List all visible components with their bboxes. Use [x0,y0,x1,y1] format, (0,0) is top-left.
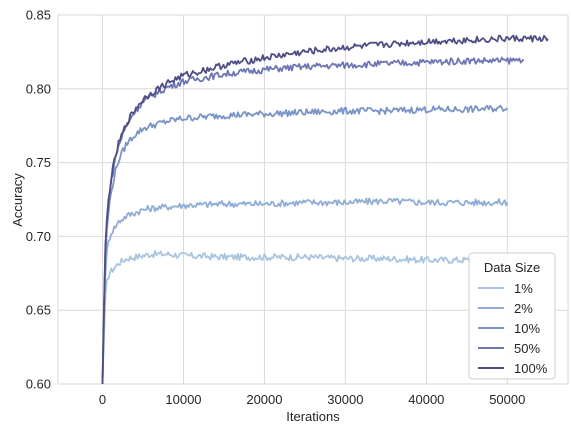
series-lines [101,34,549,385]
legend-label: 50% [514,341,540,356]
series-line-50pct [101,56,525,385]
legend-label: 10% [514,321,540,336]
x-axis-label: Iterations [286,409,340,424]
legend-label: 1% [514,281,533,296]
legend-title: Data Size [484,260,540,275]
x-tick-label: 50000 [489,392,525,407]
grid [57,14,569,385]
y-tick-label: 0.80 [26,81,51,96]
x-tick-label: 10000 [165,392,201,407]
series-line-100pct [101,34,549,385]
y-tick-labels: 0.60 0.65 0.70 0.75 0.80 0.85 [26,8,51,392]
x-tick-labels: 0 10000 20000 30000 40000 50000 [99,392,525,407]
x-tick-label: 20000 [246,392,282,407]
y-tick-label: 0.70 [26,229,51,244]
x-tick-label: 30000 [327,392,363,407]
series-line-10pct [101,104,509,385]
series-line-2pct [101,197,509,385]
x-tick-label: 0 [99,392,106,407]
y-axis-label: Accuracy [10,173,25,227]
y-tick-label: 0.60 [26,377,51,392]
x-tick-label: 40000 [408,392,444,407]
y-tick-label: 0.75 [26,155,51,170]
legend-items: 1% 2% 10% 50% 100% [478,281,548,376]
series-line-1pct [101,249,509,385]
legend: Data Size 1% 2% 10% 50% 100% [468,252,556,380]
legend-label: 2% [514,301,533,316]
y-tick-label: 0.85 [26,8,51,23]
legend-label: 100% [514,361,548,376]
y-tick-label: 0.65 [26,303,51,318]
